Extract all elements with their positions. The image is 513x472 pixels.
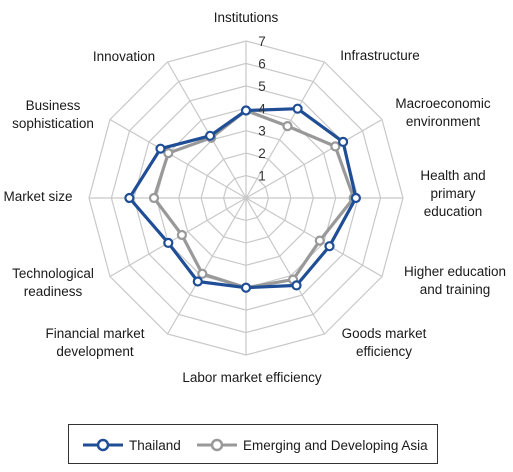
data-point-emerging-asia	[176, 229, 187, 241]
category-label: Macroeconomic environment	[395, 96, 491, 129]
category-label: Higher education and training	[404, 264, 506, 297]
data-point-thailand	[124, 192, 135, 204]
radial-tick-label: 5	[258, 79, 266, 94]
category-label: Technological readiness	[12, 266, 94, 299]
grid-spoke	[109, 118, 247, 199]
grid-spoke	[245, 197, 383, 278]
data-point-thailand	[155, 143, 166, 154]
data-point-thailand	[291, 280, 302, 291]
category-label: Labor market efficiency	[182, 370, 322, 385]
data-point-emerging-asia	[330, 141, 341, 152]
category-label: Market size	[3, 189, 72, 204]
radial-tick-label: 3	[258, 124, 266, 139]
data-point-thailand	[192, 276, 203, 287]
data-point-thailand	[292, 103, 303, 114]
radial-tick-label: 2	[258, 146, 266, 161]
radial-tick-label: 7	[258, 34, 266, 49]
legend-label-emerging-asia: Emerging and Developing Asia	[243, 437, 428, 453]
category-label: Innovation	[93, 49, 155, 64]
data-point-emerging-asia	[282, 120, 293, 132]
data-point-thailand	[338, 136, 349, 147]
category-label: Financial market development	[45, 326, 144, 359]
legend-item-emerging-asia: Emerging and Developing Asia	[197, 425, 428, 465]
category-label: Health and primary education	[420, 168, 485, 219]
legend-item-thailand: Thailand	[83, 425, 181, 465]
category-label: Institutions	[214, 10, 279, 25]
grid-spoke	[245, 197, 326, 335]
grid-spoke	[245, 118, 383, 199]
radar-grid	[88, 40, 404, 356]
radial-ticks: 1 2 3 4 5 6 7	[258, 34, 266, 184]
category-label: Business sophistication	[12, 98, 94, 131]
data-point-emerging-asia	[163, 148, 174, 159]
radial-tick-label: 4	[258, 101, 266, 116]
data-point-emerging-asia	[197, 268, 208, 279]
legend: Thailand Emerging and Developing Asia	[68, 424, 438, 464]
data-point-thailand	[163, 237, 174, 248]
legend-swatch-thailand	[83, 438, 123, 452]
radial-tick-label: 1	[258, 169, 266, 184]
grid-spoke	[166, 197, 247, 335]
grid-spoke	[166, 61, 247, 199]
data-point-thailand	[324, 241, 335, 252]
category-label: Goods market efficiency	[342, 326, 427, 359]
data-point-thailand	[350, 192, 361, 204]
legend-swatch-emerging-asia	[197, 438, 237, 452]
data-point-emerging-asia	[314, 235, 325, 246]
data-point-thailand	[205, 130, 216, 141]
data-point-thailand	[240, 105, 252, 116]
radar-series	[124, 103, 361, 293]
data-point-thailand	[240, 282, 252, 293]
legend-label-thailand: Thailand	[129, 437, 181, 453]
category-labels: Institutions Infrastructure Macroeconomic e…	[3, 10, 506, 385]
category-label: Infrastructure	[340, 48, 420, 63]
data-point-emerging-asia	[148, 192, 160, 204]
radial-tick-label: 6	[258, 56, 266, 71]
